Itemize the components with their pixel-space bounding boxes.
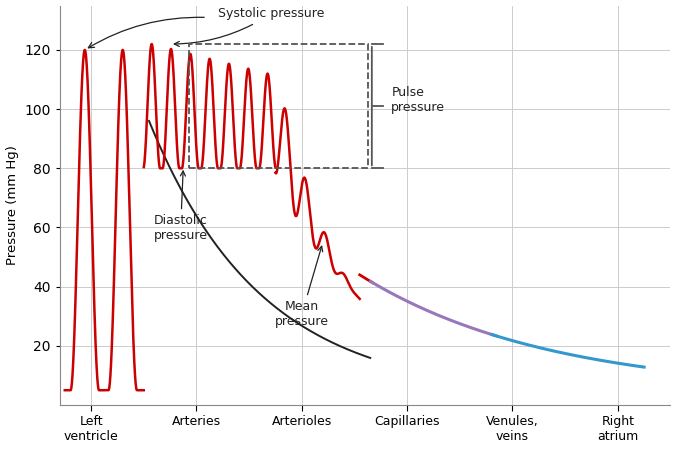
Text: Diastolic
pressure: Diastolic pressure xyxy=(153,171,208,242)
Text: Mean
pressure: Mean pressure xyxy=(274,247,329,328)
Y-axis label: Pressure (mm Hg): Pressure (mm Hg) xyxy=(5,145,18,265)
Text: Systolic pressure: Systolic pressure xyxy=(174,7,324,46)
Text: Pulse
pressure: Pulse pressure xyxy=(391,86,445,114)
